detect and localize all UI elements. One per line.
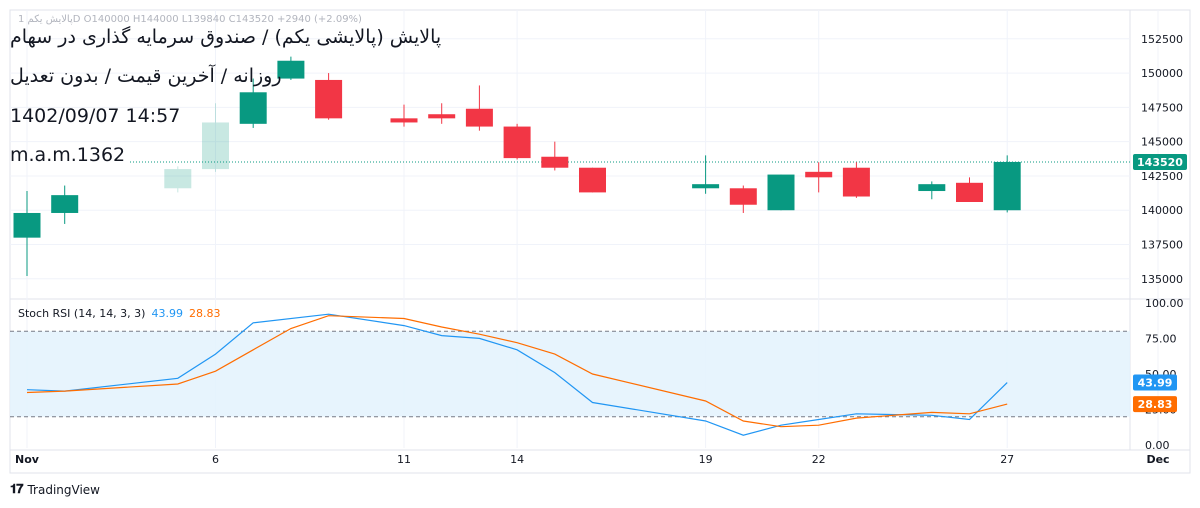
time-tick-label: 19 — [699, 453, 713, 466]
chart-author: m.a.m.1362 — [10, 144, 126, 166]
candle — [390, 104, 418, 127]
candle — [428, 103, 456, 124]
last-price-label: 143520 — [1137, 156, 1183, 169]
tradingview-brand-text: TradingView — [27, 482, 100, 497]
candle-body — [202, 122, 229, 170]
time-tick-label: Dec — [1146, 453, 1169, 466]
candle-body — [918, 184, 946, 192]
last-price-badge — [1133, 153, 1187, 170]
candle-body — [579, 167, 606, 193]
candle — [956, 177, 983, 202]
candle — [315, 73, 343, 120]
stoch-legend[interactable]: Stoch RSI (14, 14, 3, 3) 43.99 28.83 — [18, 307, 220, 320]
stoch-line-d — [26, 315, 1008, 428]
stoch-last-label: 43.99 — [1138, 377, 1173, 390]
candle-body — [51, 195, 79, 213]
stoch-tick-label: 100.00 — [1145, 297, 1184, 310]
stoch-k-value: 43.99 — [151, 307, 183, 320]
candles — [13, 56, 1130, 277]
stoch-last-badge — [1133, 396, 1177, 413]
candle-body — [692, 184, 720, 189]
stoch-last-label: 28.83 — [1138, 398, 1173, 411]
chart-timestamp: 1402/09/07 14:57 — [10, 105, 181, 127]
candle — [729, 185, 757, 213]
ohlc-legend: پالایش یکم 1D O140000 H144000 L139840 C1… — [18, 14, 362, 25]
stoch-band-fill — [10, 331, 1130, 417]
candle — [465, 85, 493, 131]
time-tick-label: 22 — [812, 453, 826, 466]
price-tick-label: 137500 — [1141, 239, 1183, 252]
candle-body — [729, 188, 757, 205]
candle — [277, 56, 305, 80]
axes: 135000 137500 140000 142500 145000 147500 1500… — [15, 33, 1187, 466]
candle — [918, 181, 946, 200]
candle — [51, 185, 79, 224]
price-tick-label: 140000 — [1141, 204, 1183, 217]
candle-body — [239, 92, 267, 124]
candle-body — [842, 167, 870, 197]
time-tick-label: 27 — [1000, 453, 1014, 466]
candle-body — [541, 156, 569, 168]
candle-body — [428, 114, 456, 119]
chart-frame — [9, 9, 1191, 474]
time-tick-label: Nov — [15, 453, 40, 466]
candle — [993, 155, 1021, 213]
candle-body — [390, 118, 418, 123]
stoch-tick-label: 75.00 — [1145, 332, 1177, 345]
candle — [692, 155, 720, 194]
stoch-last-badge — [1133, 374, 1177, 391]
candle-body — [767, 174, 795, 211]
time-tick-label: 6 — [212, 453, 219, 466]
stoch-d-value: 28.83 — [188, 307, 221, 320]
chart-title: پالایش (پالایشی یکم) / صندوق سرمایه گذار… — [10, 26, 442, 48]
candle — [805, 162, 833, 193]
stoch-line-k — [26, 313, 1008, 436]
tradingview-logo-icon: 𝟏𝟕 — [10, 482, 24, 497]
candle — [579, 167, 606, 193]
candle — [13, 191, 41, 277]
price-tick-label: 135000 — [1141, 273, 1183, 286]
time-tick-label: 11 — [397, 453, 411, 466]
candle-body — [13, 212, 41, 238]
stoch-lines — [26, 313, 1008, 436]
time-tick-label: 14 — [510, 453, 524, 466]
candle — [842, 162, 870, 198]
candle — [541, 141, 569, 171]
candle — [239, 78, 267, 128]
stoch-tick-label: 0.00 — [1145, 439, 1170, 452]
stoch-legend-label: Stoch RSI (14, 14, 3, 3) — [18, 307, 146, 320]
price-tick-label: 145000 — [1141, 136, 1183, 149]
candle-body — [164, 169, 192, 189]
candle-body — [503, 126, 531, 159]
candle-body — [277, 60, 305, 79]
candle — [164, 166, 192, 193]
candle — [503, 123, 531, 160]
tradingview-logo[interactable]: 𝟏𝟕 TradingView — [10, 482, 100, 497]
candle-body — [993, 161, 1021, 211]
candle-body — [315, 79, 343, 119]
grid — [9, 9, 1191, 474]
candle-body — [956, 182, 983, 202]
price-tick-label: 150000 — [1141, 67, 1183, 80]
chart-subtitle: روزانه / آخرین قیمت / بدون تعدیل — [10, 65, 282, 87]
candle — [202, 103, 229, 172]
candle-body — [805, 171, 833, 178]
price-tick-label: 152500 — [1141, 33, 1183, 46]
candle-body — [465, 108, 493, 127]
price-tick-label: 142500 — [1141, 170, 1183, 183]
price-tick-label: 147500 — [1141, 101, 1183, 114]
stoch-band — [10, 330, 1130, 418]
candle — [767, 174, 795, 211]
